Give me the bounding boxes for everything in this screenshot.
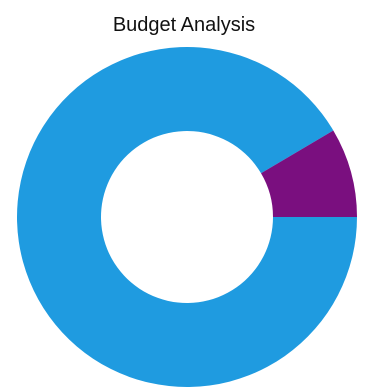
donut-slices: [17, 47, 358, 388]
donut-slice-1: [261, 130, 357, 217]
chart-title: Budget Analysis: [112, 14, 256, 36]
donut-slice-0: [17, 47, 358, 388]
